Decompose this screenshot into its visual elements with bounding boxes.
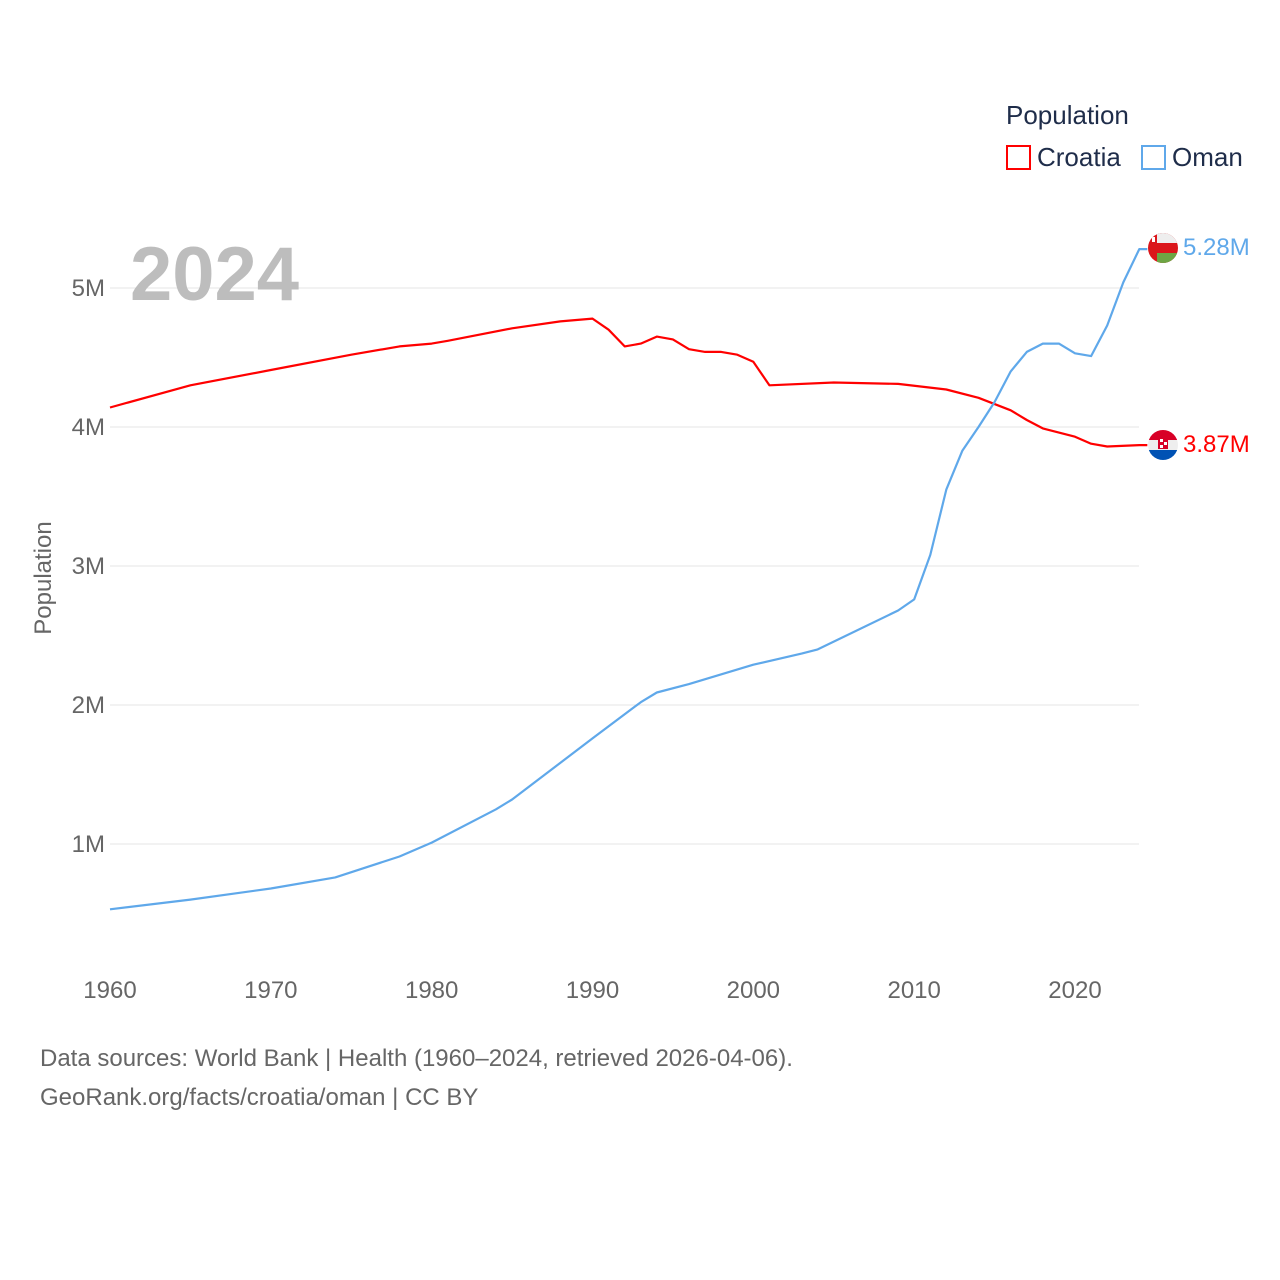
x-tick-label: 1990 bbox=[566, 977, 619, 1004]
legend-label-oman[interactable]: Oman bbox=[1172, 142, 1243, 172]
y-tick-label: 2M bbox=[72, 692, 105, 719]
y-tick-label: 1M bbox=[72, 831, 105, 858]
legend: Population Croatia Oman bbox=[1006, 100, 1243, 172]
y-tick-label: 5M bbox=[72, 275, 105, 302]
legend-swatch-oman[interactable] bbox=[1141, 145, 1166, 170]
y-axis-label: Population bbox=[30, 521, 57, 634]
legend-swatch-croatia[interactable] bbox=[1006, 145, 1031, 170]
legend-label-croatia[interactable]: Croatia bbox=[1037, 142, 1121, 172]
croatia-end-label: 3.87M bbox=[1183, 431, 1250, 458]
x-tick-label: 1960 bbox=[83, 977, 136, 1004]
x-tick-label: 2000 bbox=[727, 977, 780, 1004]
y-tick-label: 3M bbox=[72, 553, 105, 580]
x-tick-label: 1980 bbox=[405, 977, 458, 1004]
x-tick-label: 1970 bbox=[244, 977, 297, 1004]
x-tick-label: 2010 bbox=[887, 977, 940, 1004]
croatia-flag-icon bbox=[1148, 430, 1178, 460]
source-link[interactable]: GeoRank.org/facts/croatia/oman | CC BY bbox=[40, 1084, 479, 1111]
oman-flag-icon bbox=[1148, 233, 1178, 263]
series-line-croatia[interactable] bbox=[109, 317, 1148, 448]
big-year-label: 2024 bbox=[130, 232, 299, 317]
y-tick-label: 4M bbox=[72, 414, 105, 441]
legend-title: Population bbox=[1006, 100, 1129, 130]
x-tick-label: 2020 bbox=[1048, 977, 1101, 1004]
data-source-note: Data sources: World Bank | Health (1960–… bbox=[40, 1045, 793, 1072]
series-line-oman[interactable] bbox=[109, 248, 1148, 911]
oman-end-label: 5.28M bbox=[1183, 234, 1250, 261]
